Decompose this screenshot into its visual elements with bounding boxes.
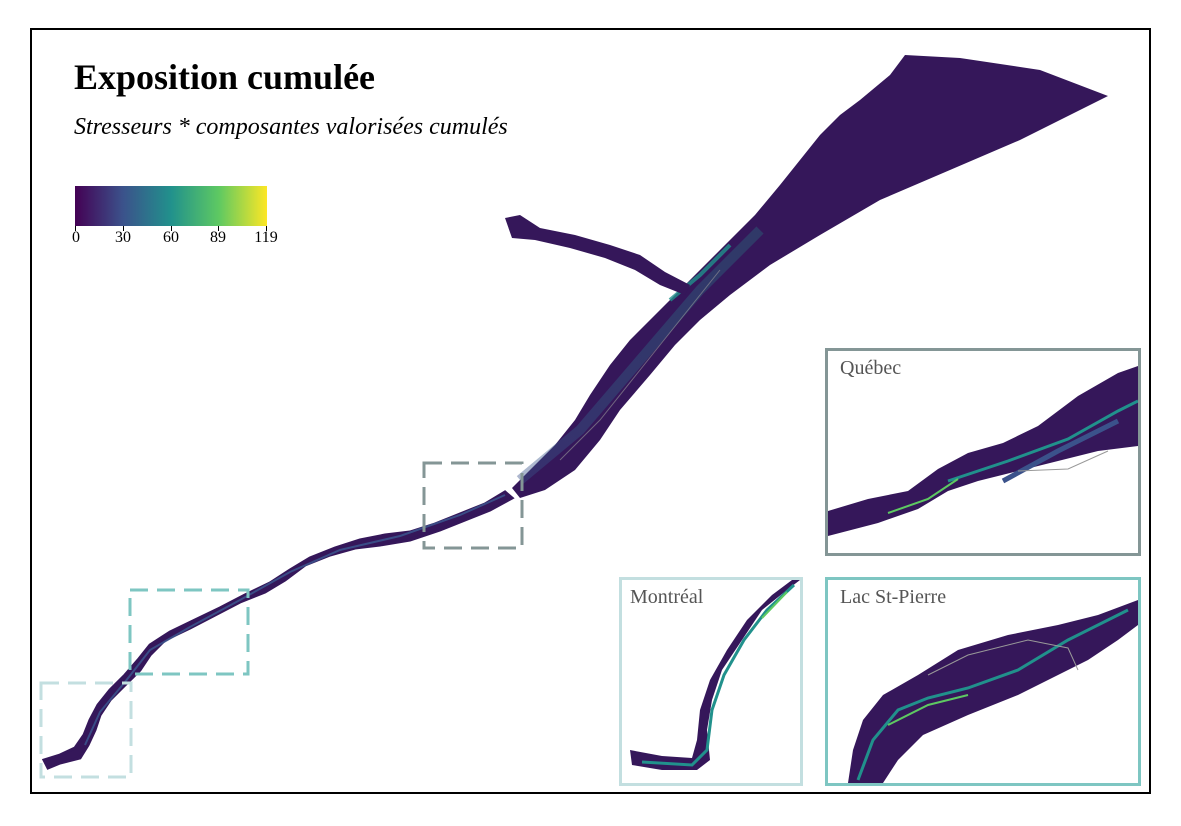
lac-st-pierre-inset-label: Lac St-Pierre [840, 586, 947, 608]
lac-st-pierre-inset: Lac St-Pierre [825, 577, 1141, 786]
legend-tick-label: 0 [72, 229, 80, 246]
legend-tick-label: 89 [210, 229, 226, 246]
estuary-area [512, 55, 1108, 498]
lac-st-pierre-inset-map [848, 600, 1138, 783]
legend-tick [123, 226, 124, 231]
legend-tick-label: 30 [115, 229, 131, 246]
upper-river [41, 490, 515, 770]
saguenay-fjord [505, 215, 690, 295]
montreal-inset-label: Montréal [630, 586, 704, 608]
legend-tick [266, 226, 267, 231]
map-subtitle: Stresseurs * composantes valorisées cumu… [74, 114, 508, 140]
montreal-inset: Montréal [619, 577, 803, 786]
map-title: Exposition cumulée [74, 57, 376, 97]
river-channel-glow [84, 494, 506, 746]
quebec-inset-label: Québec [840, 357, 902, 379]
quebec-inset-map [828, 366, 1138, 536]
legend-tick [75, 226, 76, 231]
shoreline [559, 269, 721, 461]
quebec-extent-box [422, 461, 524, 550]
legend-color-bar [75, 186, 267, 226]
montreal-inset-map [630, 580, 800, 770]
montreal-extent-box [39, 681, 133, 779]
lac-st-pierre-extent-box [128, 588, 250, 676]
quebec-inset: Québec [825, 348, 1141, 556]
legend-tick-label: 60 [163, 229, 179, 246]
legend-tick [171, 226, 172, 231]
legend-tick [218, 226, 219, 231]
map-frame [30, 28, 1151, 794]
legend-tick-label: 119 [254, 229, 278, 246]
